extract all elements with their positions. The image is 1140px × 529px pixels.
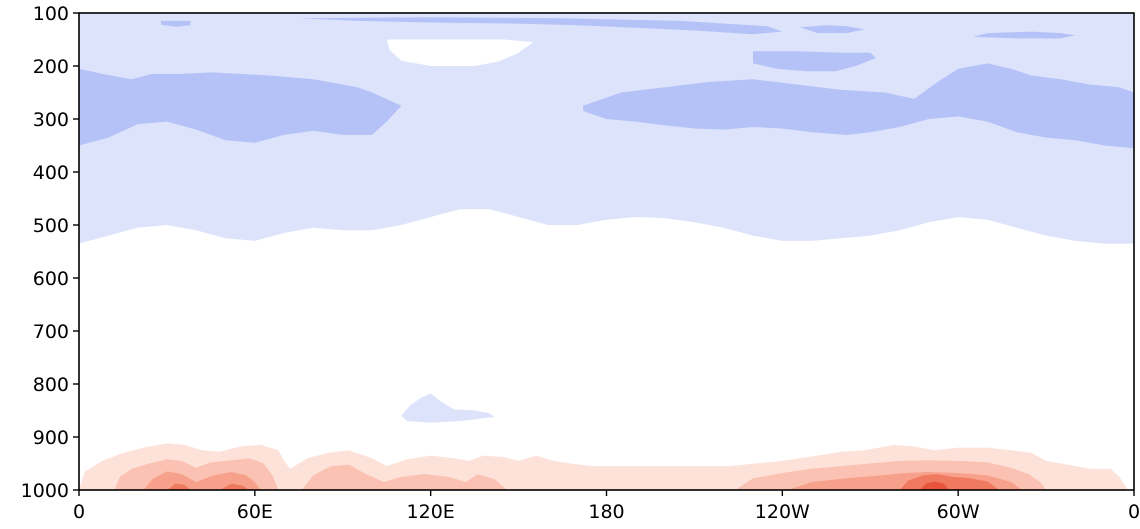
contour-region-neg_2-7 [161,20,191,27]
y-axis: 100 200 300 400 500 600 700 800 900 1000 [21,3,79,502]
contour-region-neg_2-5 [298,17,783,35]
y-tick-label-2: 300 [33,109,69,131]
contour-region-neg_2-3 [753,51,877,72]
contour-region-zero-8 [386,39,534,66]
y-tick-label-5: 600 [33,268,69,290]
x-tick-label-6: 0 [1128,501,1140,523]
y-tick-label-6: 700 [33,321,69,343]
contour-region-pos_5-19 [920,481,950,490]
x-tick-label-4: 120W [755,501,810,523]
contour-region-neg_2-6 [799,25,865,34]
y-tick-label-9: 1000 [21,480,69,502]
x-tick-label-2: 120E [407,501,455,523]
contour-regions [79,13,1134,490]
contour-region-pos_2-12 [301,464,507,490]
contour-region-pos_4-17 [166,483,191,490]
y-tick-label-4: 500 [33,215,69,237]
x-axis: 0 60E 120E 180 120W 60W 0 [73,490,1140,523]
contour-region-neg_1-0 [79,13,1134,244]
x-tick-label-0: 0 [73,501,85,523]
contour-region-neg_2-4 [972,31,1076,39]
contour-region-pos_4-18 [219,483,249,490]
y-tick-label-3: 400 [33,162,69,184]
contour-region-neg_1-9 [401,393,496,423]
y-tick-label-1: 200 [33,56,69,78]
contour-region-neg_2-1 [79,68,402,146]
contour-region-neg_2-2 [583,63,1134,149]
x-tick-label-5: 60W [937,501,980,523]
x-tick-label-3: 180 [588,501,624,523]
y-tick-label-8: 900 [33,427,69,449]
y-tick-label-7: 800 [33,374,69,396]
x-tick-label-1: 60E [237,501,273,523]
y-tick-label-0: 100 [33,3,69,25]
